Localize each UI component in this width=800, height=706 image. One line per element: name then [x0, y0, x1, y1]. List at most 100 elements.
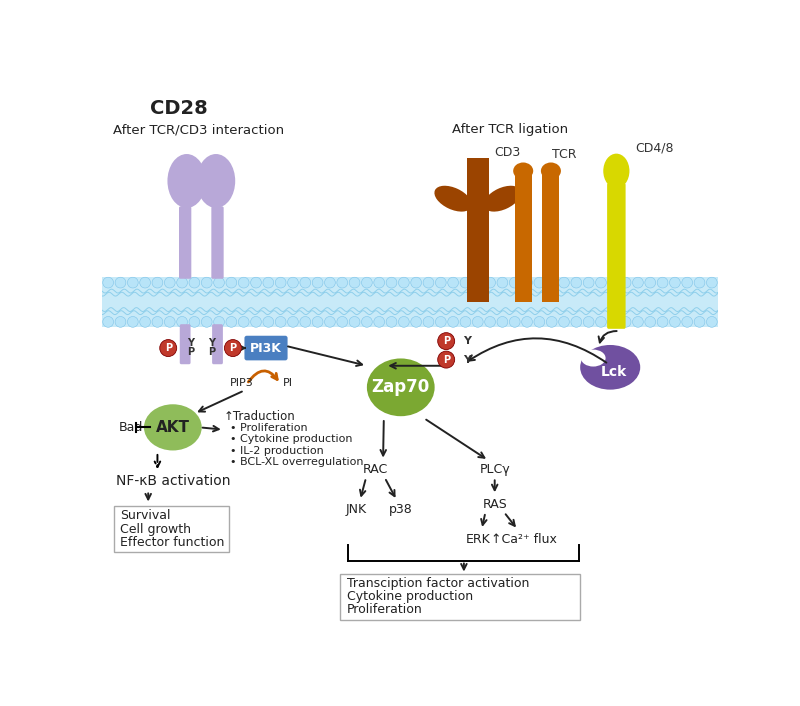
Circle shape [645, 316, 656, 328]
Text: ↑Ca²⁺ flux: ↑Ca²⁺ flux [491, 532, 557, 546]
Circle shape [633, 316, 643, 328]
Circle shape [472, 277, 483, 288]
Text: AKT: AKT [156, 420, 190, 435]
Text: P: P [442, 354, 450, 364]
Circle shape [250, 277, 262, 288]
Circle shape [362, 316, 372, 328]
Circle shape [374, 316, 385, 328]
Circle shape [448, 316, 458, 328]
Circle shape [160, 340, 177, 357]
Circle shape [263, 316, 274, 328]
Circle shape [250, 316, 262, 328]
Circle shape [448, 277, 458, 288]
Text: CD3: CD3 [494, 146, 521, 159]
Text: After TCR/CD3 interaction: After TCR/CD3 interaction [113, 124, 284, 136]
Circle shape [435, 316, 446, 328]
Circle shape [238, 277, 249, 288]
Ellipse shape [367, 359, 434, 417]
Circle shape [534, 277, 545, 288]
Text: JNK: JNK [346, 503, 366, 516]
Circle shape [595, 277, 606, 288]
Circle shape [657, 316, 668, 328]
Text: ERK: ERK [466, 532, 490, 546]
Circle shape [140, 316, 150, 328]
Circle shape [583, 316, 594, 328]
Circle shape [682, 277, 693, 288]
Circle shape [140, 277, 150, 288]
Circle shape [510, 316, 520, 328]
Ellipse shape [541, 162, 561, 179]
Circle shape [177, 277, 187, 288]
Text: • BCL-XL overregulation: • BCL-XL overregulation [230, 457, 363, 467]
Circle shape [287, 316, 298, 328]
Circle shape [398, 316, 410, 328]
Circle shape [226, 316, 237, 328]
Text: RAS: RAS [482, 498, 507, 511]
Circle shape [571, 316, 582, 328]
Circle shape [275, 277, 286, 288]
Text: • IL-2 production: • IL-2 production [230, 446, 323, 456]
Circle shape [620, 316, 631, 328]
Ellipse shape [167, 154, 206, 208]
Circle shape [325, 316, 335, 328]
Circle shape [731, 316, 742, 328]
Circle shape [694, 316, 705, 328]
Circle shape [202, 277, 212, 288]
Circle shape [337, 277, 348, 288]
FancyBboxPatch shape [212, 324, 223, 364]
Circle shape [558, 277, 570, 288]
FancyBboxPatch shape [340, 574, 580, 620]
Text: PI3K: PI3K [250, 342, 282, 354]
Text: TCR: TCR [553, 148, 577, 160]
Text: After TCR ligation: After TCR ligation [452, 124, 569, 136]
Circle shape [127, 277, 138, 288]
Text: p38: p38 [389, 503, 413, 516]
Circle shape [225, 340, 242, 357]
Text: Zap70: Zap70 [372, 378, 430, 396]
Circle shape [300, 316, 310, 328]
FancyBboxPatch shape [542, 173, 559, 302]
Circle shape [115, 277, 126, 288]
Circle shape [189, 316, 200, 328]
Text: P: P [187, 347, 194, 357]
Circle shape [510, 277, 520, 288]
Circle shape [152, 316, 163, 328]
Circle shape [214, 277, 225, 288]
Circle shape [694, 277, 705, 288]
Circle shape [312, 277, 323, 288]
Ellipse shape [581, 349, 606, 366]
Text: Transciption factor activation: Transciption factor activation [347, 578, 530, 590]
Circle shape [460, 277, 471, 288]
Ellipse shape [603, 154, 630, 189]
Circle shape [214, 316, 225, 328]
Circle shape [177, 316, 187, 328]
Text: Y: Y [208, 337, 215, 347]
Circle shape [682, 316, 693, 328]
Circle shape [706, 277, 718, 288]
Circle shape [558, 316, 570, 328]
Circle shape [189, 277, 200, 288]
Text: ↑Traduction: ↑Traduction [224, 410, 295, 424]
Text: • Cytokine production: • Cytokine production [230, 434, 352, 444]
Circle shape [337, 316, 348, 328]
Circle shape [349, 316, 360, 328]
Circle shape [410, 277, 422, 288]
Circle shape [731, 277, 742, 288]
Circle shape [263, 277, 274, 288]
Text: PLCγ: PLCγ [479, 463, 510, 477]
Circle shape [115, 316, 126, 328]
Circle shape [485, 277, 495, 288]
Circle shape [374, 277, 385, 288]
Text: Cell growth: Cell growth [121, 522, 191, 536]
FancyBboxPatch shape [211, 206, 224, 279]
Circle shape [485, 316, 495, 328]
Circle shape [595, 316, 606, 328]
Text: Lck: Lck [601, 365, 627, 379]
Text: P: P [165, 343, 172, 353]
Circle shape [670, 316, 680, 328]
Text: Proliferation: Proliferation [347, 604, 422, 616]
Circle shape [718, 277, 730, 288]
FancyBboxPatch shape [180, 324, 190, 364]
Circle shape [546, 316, 557, 328]
Circle shape [620, 277, 631, 288]
